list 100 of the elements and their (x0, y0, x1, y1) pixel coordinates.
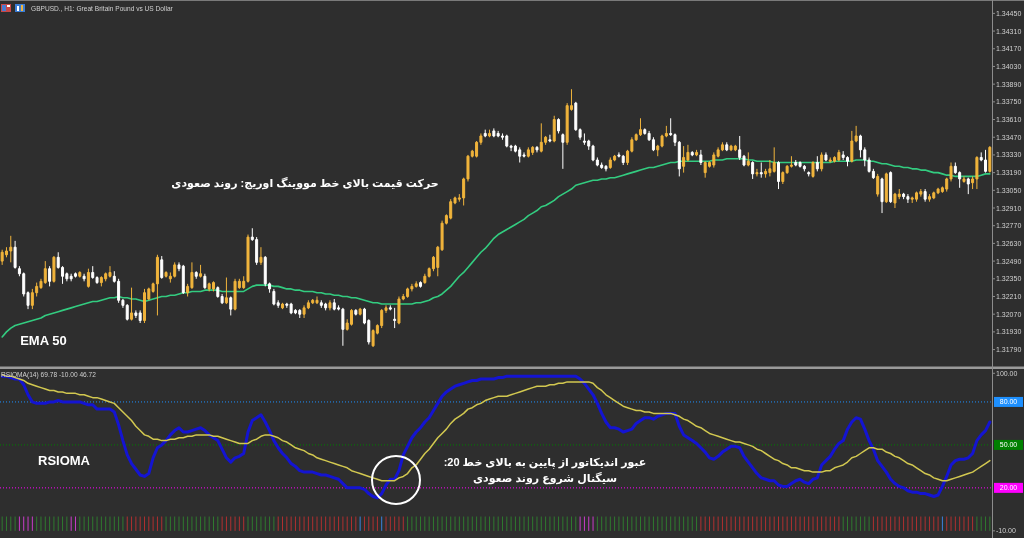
candlestick (354, 308, 358, 316)
candlestick (824, 151, 828, 162)
annotation: عبور اندیکاتور از پایین به بالای خط 20: سیگنال شروع روند صعودی (443, 456, 647, 485)
candlestick (910, 196, 914, 204)
candlestick (91, 265, 95, 280)
candlestick (548, 134, 552, 143)
series-label: EMA 50 (20, 332, 67, 348)
candlestick (108, 265, 112, 279)
candlestick (966, 177, 970, 195)
candlestick (311, 298, 315, 305)
candlestick (552, 115, 556, 143)
candlestick (729, 144, 733, 152)
candlestick (229, 295, 233, 316)
candlestick (259, 246, 263, 266)
candlestick (13, 240, 17, 270)
candlestick (406, 287, 410, 299)
candlestick (915, 191, 919, 203)
candlestick (751, 160, 755, 180)
candlestick (962, 175, 966, 184)
candlestick (690, 150, 694, 157)
candlestick (43, 260, 47, 285)
candlestick (488, 129, 492, 138)
candlestick (902, 192, 906, 200)
candlestick (638, 117, 642, 137)
candlestick (393, 307, 397, 329)
candlestick (142, 288, 146, 324)
candlestick (86, 268, 90, 289)
candlestick (302, 304, 306, 319)
candlestick (539, 122, 543, 153)
candlestick (341, 307, 345, 347)
candlestick (207, 282, 211, 292)
candlestick (919, 188, 923, 198)
candlestick (582, 132, 586, 146)
candlestick (759, 162, 763, 179)
candlestick (52, 255, 56, 284)
candlestick (203, 273, 207, 290)
candlestick (332, 298, 336, 311)
candlestick (876, 173, 880, 198)
candlestick (173, 261, 177, 279)
candlestick (794, 159, 798, 167)
candlestick (621, 154, 625, 166)
candlestick (927, 193, 931, 203)
candlestick (371, 328, 375, 348)
candlestick (358, 307, 362, 316)
candlestick (777, 160, 780, 190)
candlestick (802, 164, 806, 172)
line-series (0, 374, 992, 500)
candlestick (69, 273, 73, 282)
candlestick (505, 134, 509, 148)
line-series (1, 157, 991, 338)
candlestick (315, 295, 319, 305)
candlestick (984, 149, 988, 174)
candlestick (772, 146, 776, 174)
candlestick (923, 188, 927, 203)
candlestick (419, 280, 423, 289)
candlestick (531, 145, 535, 156)
candlestick (755, 168, 759, 177)
candlestick (130, 287, 134, 321)
candlestick (850, 130, 854, 164)
candlestick (733, 144, 737, 152)
candlestick (233, 278, 237, 311)
candlestick (837, 149, 841, 162)
candlestick (746, 151, 750, 167)
candlestick (324, 302, 328, 311)
annotation: حرکت قیمت بالای خط مووینگ اوریج: روند صعودی (171, 176, 439, 190)
candlestick (557, 117, 561, 134)
candlestick (73, 271, 77, 279)
candlestick (604, 164, 608, 172)
candlestick (906, 193, 910, 204)
candlestick (703, 160, 707, 179)
candlestick (815, 155, 819, 172)
candlestick (194, 270, 198, 280)
candlestick (82, 273, 86, 282)
candlestick (164, 270, 168, 279)
candlestick (160, 255, 164, 280)
candlestick (699, 149, 703, 166)
candlestick (561, 132, 565, 170)
candlestick (350, 308, 354, 327)
candlestick (975, 155, 979, 190)
candlestick (483, 129, 487, 138)
candlestick (328, 299, 332, 311)
candlestick (535, 145, 539, 153)
candlestick (224, 277, 228, 305)
candlestick (492, 127, 496, 138)
candlestick (397, 295, 401, 325)
candlestick (298, 308, 302, 319)
candlestick (932, 191, 936, 200)
candlestick (289, 302, 293, 315)
candlestick (0, 249, 4, 266)
candlestick (526, 146, 530, 158)
candlestick (725, 141, 729, 152)
candlestick (608, 156, 612, 170)
candlestick (807, 170, 811, 177)
candlestick (811, 160, 815, 179)
candlestick (695, 149, 699, 157)
candlestick (155, 254, 159, 316)
candlestick (272, 288, 276, 306)
candlestick (591, 144, 595, 162)
candlestick (828, 156, 832, 164)
candlestick (893, 192, 897, 209)
